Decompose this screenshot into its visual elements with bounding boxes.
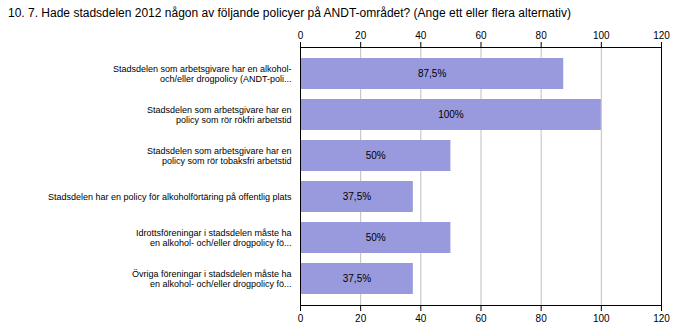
svg-text:60: 60: [475, 313, 487, 324]
svg-text:0: 0: [298, 313, 304, 324]
svg-text:20: 20: [355, 313, 367, 324]
svg-text:37,5%: 37,5%: [343, 191, 371, 202]
svg-text:Stadsdelen som arbetsgivare ha: Stadsdelen som arbetsgivare har enpolicy…: [147, 105, 292, 125]
svg-text:80: 80: [536, 30, 548, 41]
svg-text:Idrottsföreningar i stadsdelen: Idrottsföreningar i stadsdelen måste hae…: [136, 228, 292, 248]
svg-text:120: 120: [653, 30, 670, 41]
svg-text:100: 100: [593, 313, 610, 324]
html-text:10. 7. Hade stadsdelen 2012 nå: 10. 7. Hade stadsdelen 2012 någon av föl…: [8, 6, 571, 20]
svg-text:Övriga föreningar i stadsdelen: Övriga föreningar i stadsdelen måste hae…: [132, 269, 292, 289]
svg-text:50%: 50%: [366, 150, 386, 161]
svg-text:40: 40: [415, 313, 427, 324]
svg-text:37,5%: 37,5%: [343, 273, 371, 284]
svg-text:60: 60: [475, 30, 487, 41]
svg-text:87,5%: 87,5%: [418, 68, 446, 79]
svg-text:120: 120: [653, 313, 670, 324]
svg-text:50%: 50%: [366, 232, 386, 243]
svg-text:Stadsdelen har en policy för a: Stadsdelen har en policy för alkoholfört…: [48, 192, 292, 202]
svg-text:100: 100: [593, 30, 610, 41]
svg-text:100%: 100%: [438, 109, 464, 120]
svg-text:0: 0: [298, 30, 304, 41]
svg-text:Stadsdelen som arbetsgivare ha: Stadsdelen som arbetsgivare har enpolicy…: [147, 146, 292, 166]
svg-text:Stadsdelen som arbetsgivare ha: Stadsdelen som arbetsgivare har en alkoh…: [113, 64, 292, 84]
svg-text:80: 80: [536, 313, 548, 324]
svg-text:20: 20: [355, 30, 367, 41]
svg-text:40: 40: [415, 30, 427, 41]
